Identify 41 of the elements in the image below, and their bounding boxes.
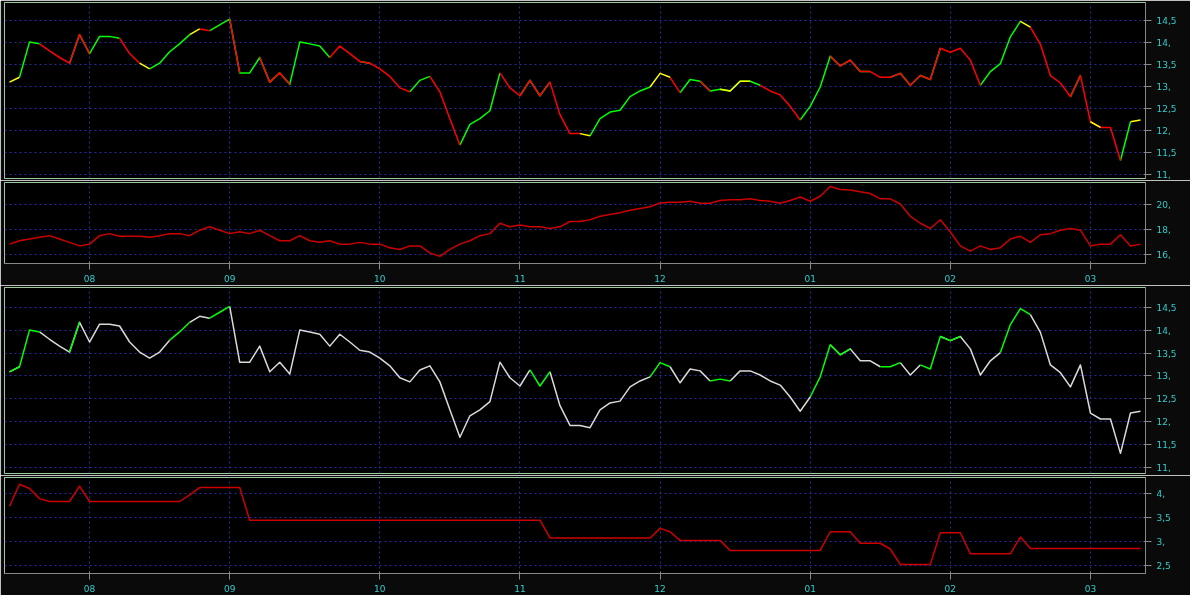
line-series <box>8 483 1142 566</box>
y-tick-label: 12,5 <box>1156 394 1177 405</box>
y-tick-label: 3,5 <box>1156 513 1171 524</box>
y-tick-label: 13, <box>1156 81 1171 92</box>
x-tick-label: 10 <box>374 273 386 284</box>
y-tick-label: 13,5 <box>1156 59 1177 70</box>
y-tick-label: 2,5 <box>1156 561 1171 572</box>
y-tick-label: 18, <box>1156 224 1171 235</box>
y-tick-label: 12, <box>1156 125 1171 136</box>
y-tick-label: 14,5 <box>1156 302 1177 313</box>
x-tick-label: 03 <box>1084 583 1097 594</box>
x-tick-label: 01 <box>804 273 816 284</box>
y-tick-label: 3, <box>1156 537 1166 548</box>
x-tick-label: 08 <box>83 583 96 594</box>
x-tick-label: 11 <box>514 583 526 594</box>
y-tick-label: 13,5 <box>1156 348 1177 359</box>
x-tick-label: 01 <box>804 583 816 594</box>
y-tick-label: 13, <box>1156 371 1171 382</box>
y-tick-label: 12, <box>1156 417 1171 428</box>
line-series <box>8 185 1142 258</box>
x-tick-label: 09 <box>223 583 236 594</box>
y-tick-label: 11, <box>1156 169 1171 180</box>
y-tick-label: 11,5 <box>1156 147 1177 158</box>
y-tick-label: 12,5 <box>1156 103 1177 114</box>
y-tick-label: 11,5 <box>1156 440 1177 451</box>
x-tick-label: 09 <box>223 273 236 284</box>
x-tick-label: 12 <box>654 583 666 594</box>
y-tick-label: 20, <box>1156 199 1171 210</box>
y-tick-label: 14,5 <box>1156 15 1177 26</box>
x-tick-label: 03 <box>1084 273 1097 284</box>
y-tick-label: 14, <box>1156 325 1171 336</box>
x-tick-label: 11 <box>514 273 526 284</box>
y-tick-label: 14, <box>1156 37 1171 48</box>
x-tick-label: 12 <box>654 273 666 284</box>
x-tick-label: 02 <box>944 273 957 284</box>
x-tick-label: 02 <box>944 583 957 594</box>
y-tick-label: 11, <box>1156 463 1171 474</box>
x-tick-label: 08 <box>83 273 96 284</box>
x-tick-label: 10 <box>374 583 386 594</box>
y-tick-label: 4, <box>1156 489 1166 500</box>
y-tick-label: 16, <box>1156 250 1171 261</box>
